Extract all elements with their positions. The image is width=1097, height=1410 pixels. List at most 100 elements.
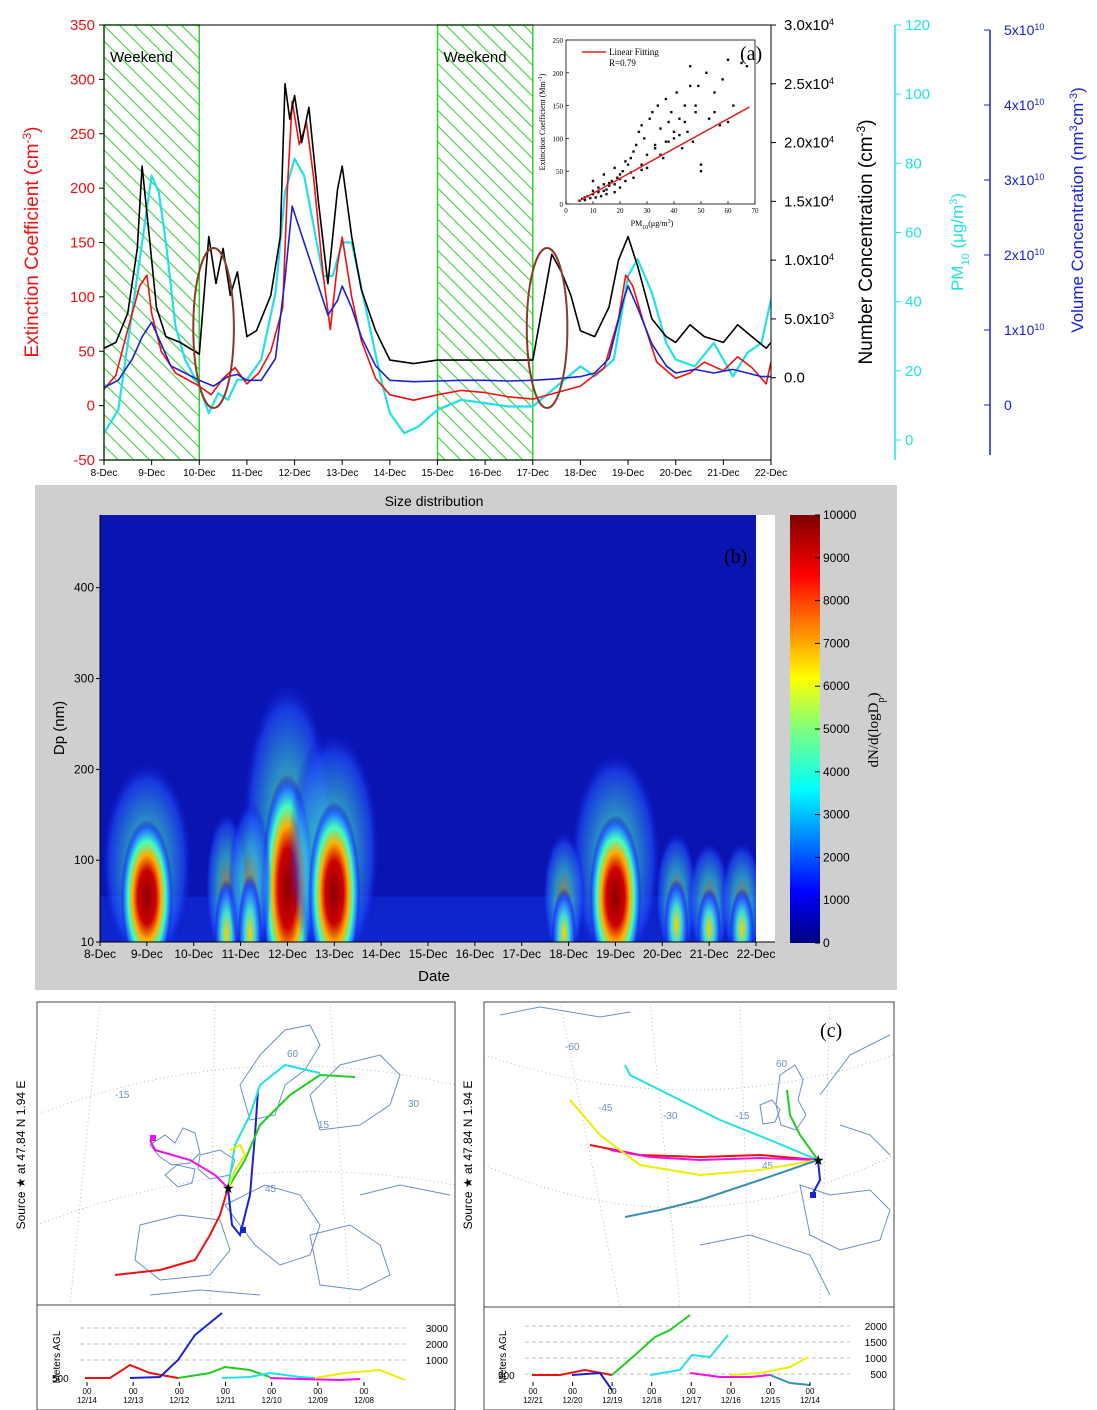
time-tick-hour: 00 [529, 1387, 538, 1396]
inset-point [718, 124, 722, 127]
inset-point [621, 170, 624, 173]
y4-tick-label: 3x1010 [1004, 172, 1044, 188]
trajectories [569, 1064, 822, 1218]
time-ticks: 0012/210012/200012/190012/180012/170012/… [523, 1382, 821, 1405]
colorbar-tick-label: 1000 [823, 893, 850, 907]
inset-scatter: 0 10 20 30 40 50 60 70 0 50 100 150 200 250 Linear Fit… [536, 35, 766, 235]
heat-cell [664, 878, 689, 942]
highlight-ellipse [192, 247, 235, 409]
inset-x-tick-label: 20 [617, 207, 625, 215]
x-tick-label: 11-Dec [231, 468, 263, 479]
inset-x-tick-label: 30 [644, 207, 652, 215]
weekend-label: Weekend [444, 49, 507, 66]
inset-point [667, 120, 670, 124]
weekend-label: Weekend [110, 49, 173, 66]
trajectory-green [786, 1089, 819, 1161]
altitude-start: 500 [498, 1371, 515, 1382]
inset-point [732, 104, 735, 107]
x-tick-label: 12-Dec [278, 468, 310, 479]
x-tick-label: 15-Dec [421, 468, 453, 479]
altitude-label: Meters AGL [498, 1330, 509, 1383]
y-axis-label-extinction: Extinction Coefficient (cm-3) [20, 126, 43, 357]
inset-point [705, 71, 708, 74]
map-left-frame [36, 1001, 456, 1410]
inset-point [648, 117, 651, 120]
panel-c-trajectory-maps: -15 60 30 15 45 ★ 3000 2000 1000 500 Met… [14, 1001, 895, 1410]
y-tick-label: -50 [73, 452, 95, 469]
inset-point [645, 166, 649, 170]
colorbar-tick-label: 8000 [823, 594, 850, 608]
altitude-start: 500 [52, 1374, 69, 1385]
grid-label: -15 [115, 1090, 130, 1101]
trajectory-magenta [149, 1139, 229, 1189]
x-tick-label: 22-Dec [737, 947, 776, 961]
y2-tick-label: 1.0x104 [784, 252, 834, 269]
x-tick-label: 21-Dec [690, 947, 729, 961]
inset-point [640, 168, 643, 172]
time-tick-date: 12/10 [262, 1396, 283, 1405]
grid-label: 60 [776, 1059, 788, 1070]
inset-point [694, 110, 697, 114]
marker [150, 1135, 156, 1141]
altitude-tick: 3000 [426, 1324, 449, 1335]
x-tick-label: 19-Dec [612, 468, 644, 479]
y-tick-label: 350 [70, 17, 95, 34]
trajectory-cyan [227, 1063, 321, 1189]
y2-tick-label: 2.0x104 [784, 135, 834, 152]
inset-point [637, 130, 641, 134]
x-tick-label: 17-Dec [502, 947, 541, 961]
time-tick-date: 12/15 [760, 1396, 781, 1405]
x-tick-label: 20-Dec [643, 947, 682, 961]
map-right-frame [483, 1001, 895, 1410]
inset-point [683, 104, 686, 107]
y2-tick-label: 2.5x104 [784, 76, 834, 93]
series-number [104, 83, 771, 365]
time-tick-date: 12/09 [308, 1396, 329, 1405]
grid-label: 30 [408, 1099, 420, 1110]
y2-tick-label: 0.0 [784, 370, 805, 387]
x-tick-label: 16-Dec [469, 468, 501, 479]
time-tick-date: 12/14 [800, 1396, 821, 1405]
highlight-ellipse [525, 247, 569, 409]
inset-point [602, 173, 605, 176]
y-tick-label: 100 [70, 289, 95, 306]
trajectory-blue [227, 1089, 259, 1238]
altitude-panel-right: 2000 1500 1000 500 500 Meters AGL 0012/2… [498, 1314, 887, 1405]
trajectory-magenta [609, 1149, 819, 1162]
y3-tick-label: 80 [905, 155, 922, 172]
panel-b-label: (b) [724, 546, 747, 568]
inset-point [713, 91, 716, 94]
series-lines [104, 83, 771, 435]
heat-cell [729, 888, 754, 942]
x-tick-label: 14-Dec [374, 468, 406, 479]
inset-point [640, 124, 643, 127]
y3-tick-label: 60 [905, 225, 922, 242]
y-tick-label: 100 [74, 853, 94, 867]
time-tick-hour: 00 [267, 1387, 276, 1396]
map-right-source-label: Source ★ at 47.84 N 1.94 E [461, 1081, 475, 1230]
inset-point [689, 84, 692, 88]
y2-tick-label: 3.0x104 [784, 17, 834, 34]
trajectories [114, 1063, 356, 1276]
marker [240, 1227, 246, 1233]
y4-tick-label: 2x1010 [1004, 247, 1044, 263]
time-tick-date: 12/16 [721, 1396, 742, 1405]
inset-point [678, 133, 681, 137]
y-tick-label: 0 [87, 398, 95, 415]
y-tick-label: 10 [81, 935, 95, 949]
colorbar-label: dN/d(logDp) [866, 693, 887, 768]
y3-tick-label: 0 [905, 432, 913, 449]
time-tick-hour: 00 [129, 1387, 138, 1396]
x-tick-label: 10-Dec [174, 947, 213, 961]
x-tick-label: 17-Dec [517, 468, 549, 479]
time-tick-hour: 00 [806, 1387, 815, 1396]
inset-point [686, 130, 689, 134]
inset-point [670, 110, 673, 114]
y-tick-label: 50 [78, 343, 95, 360]
time-tick-hour: 00 [608, 1387, 617, 1396]
x-tick-label: 10-Dec [183, 468, 215, 479]
y-tick-label: 200 [74, 762, 94, 776]
inset-point [659, 127, 662, 130]
x-tick-label: 14-Dec [362, 947, 401, 961]
inset-point [608, 181, 611, 185]
